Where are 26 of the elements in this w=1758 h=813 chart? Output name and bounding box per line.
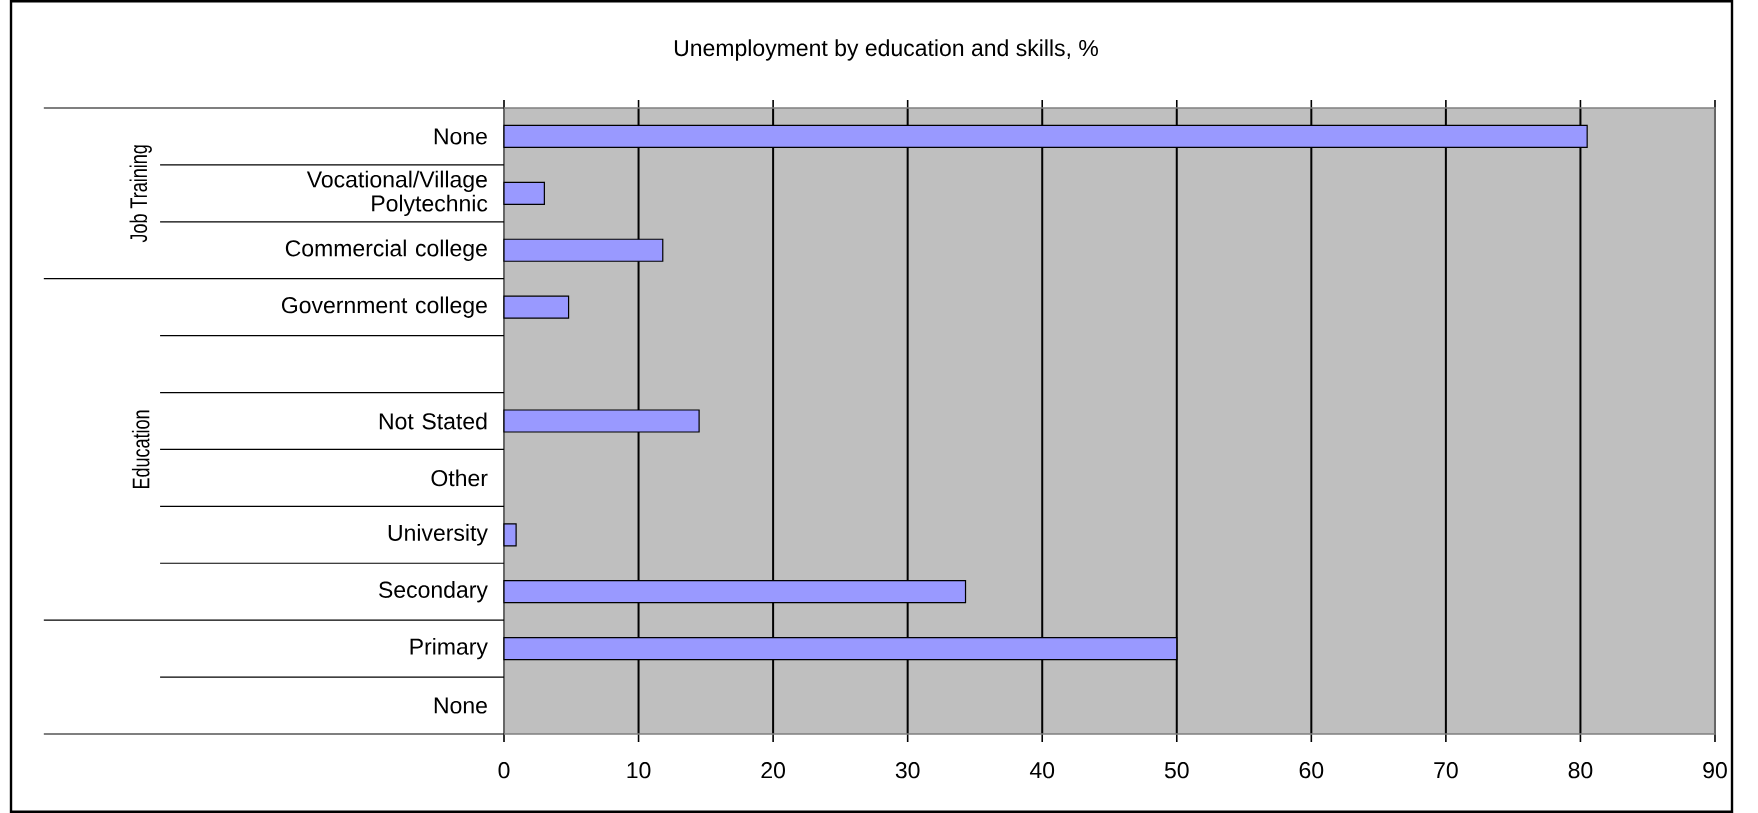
- y-tick-label: Not Stated: [379, 412, 487, 430]
- x-tick-label: 30: [895, 762, 920, 779]
- bar: [503, 523, 517, 547]
- chart-title: Unemployment by education and skills, %: [674, 39, 1098, 61]
- x-tick-label: 60: [1299, 762, 1324, 779]
- y-tick-label: Government college: [281, 296, 487, 318]
- x-tick-label: 80: [1568, 762, 1593, 779]
- x-tick-label: 50: [1164, 762, 1189, 779]
- x-tick-label: 20: [761, 762, 785, 779]
- x-tick-label: 70: [1434, 762, 1458, 779]
- x-tick-label: 0: [498, 762, 510, 779]
- y-tick-label: None: [434, 697, 487, 714]
- y-tick-label: Primary: [410, 637, 488, 660]
- text: Education: [131, 410, 150, 488]
- text: Job Training: [129, 145, 152, 243]
- x-tick-label: 40: [1029, 762, 1055, 779]
- y-tick-label: Vocational/Village Polytechnic: [306, 170, 488, 217]
- x-tick-label: 90: [1703, 762, 1727, 779]
- y-tick-label: University: [388, 524, 488, 546]
- bar: [503, 295, 570, 319]
- y-tick-label: Secondary: [379, 581, 488, 603]
- bar: [503, 181, 545, 205]
- x-tick-label: 10: [627, 762, 651, 779]
- y-tick-label: Commercial college: [285, 239, 487, 261]
- y-tick-label: None: [434, 128, 487, 145]
- y-tick-label: Other: [431, 469, 488, 487]
